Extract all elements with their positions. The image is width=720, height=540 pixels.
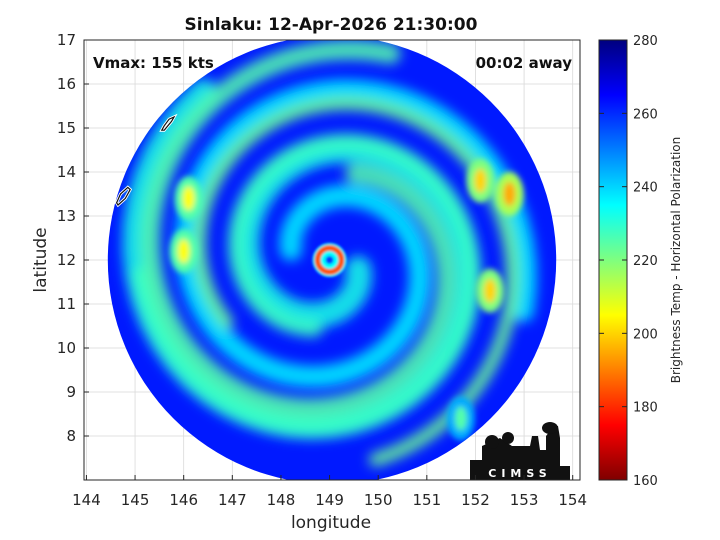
logo-dish-left	[485, 435, 499, 449]
logo-water-tower	[542, 422, 558, 434]
colorbar-label: Brightness Temp - Horizontal Polarizatio…	[669, 137, 683, 384]
eye	[325, 256, 334, 264]
y-tick-label: 17	[57, 31, 76, 49]
colorbar-tick-label: 260	[633, 107, 658, 122]
x-axis-ticks: 144 145 146 147 148 149 150 151 152 153 154	[72, 475, 587, 509]
chart-title: Sinlaku: 12-Apr-2026 21:30:00	[185, 15, 478, 35]
colorbar-tick-label: 180	[633, 401, 658, 416]
convective-cell-core	[454, 406, 467, 431]
x-tick-label: 154	[558, 491, 587, 509]
cimss-logo: CIMSS	[470, 422, 570, 480]
plot-area: CIMSS Vmax: 155 kts 00:02 away	[83, 39, 581, 481]
x-tick-label: 153	[510, 491, 539, 509]
convective-cell-core	[474, 168, 487, 193]
logo-text: CIMSS	[488, 467, 551, 480]
logo-band	[470, 466, 570, 480]
colorbar-ticks: 160 180 200 220 240 260 280	[599, 34, 658, 489]
spiral-band	[175, 79, 537, 388]
vmax-annotation: Vmax: 155 kts	[93, 54, 214, 72]
y-tick-label: 8	[66, 427, 76, 445]
y-tick-label: 12	[57, 251, 76, 269]
colorbar-tick-label: 220	[633, 254, 658, 269]
y-tick-label: 14	[57, 163, 76, 181]
brightness-temperature-swath	[107, 40, 557, 480]
island-outline	[115, 186, 131, 206]
convective-cell-core	[177, 239, 190, 264]
spiral-band	[131, 133, 481, 437]
convective-cell-core	[503, 182, 516, 206]
y-tick-label: 16	[57, 75, 76, 93]
y-tick-label: 15	[57, 119, 76, 137]
x-tick-label: 152	[461, 491, 490, 509]
y-axis-label: latitude	[31, 227, 51, 292]
convective-cell-group	[169, 158, 524, 441]
swath-content	[107, 40, 557, 480]
x-tick-label: 144	[72, 491, 101, 509]
x-tick-label: 149	[315, 491, 344, 509]
x-tick-label: 145	[121, 491, 150, 509]
colorbar: 160 180 200 220 240 260 280 Brightness Temp - …	[598, 34, 683, 489]
x-axis-label: longitude	[291, 513, 371, 533]
time-away-annotation: 00:02 away	[476, 54, 573, 72]
y-tick-label: 13	[57, 207, 76, 225]
colorbar-tick-label: 200	[633, 327, 658, 342]
colorbar-tick-label: 160	[633, 474, 658, 489]
y-tick-label: 11	[57, 295, 76, 313]
logo-dish-right	[502, 432, 514, 444]
y-axis-ticks: 8 9 10 11 12 13 14 15 16 17	[57, 31, 89, 445]
eyewall-group	[312, 243, 347, 277]
spiral-band	[192, 96, 520, 467]
island-outlines	[114, 113, 178, 208]
y-tick-label: 10	[57, 339, 76, 357]
y-tick-label: 9	[66, 383, 76, 401]
x-tick-label: 150	[364, 491, 393, 509]
spiral-band-group	[122, 40, 537, 467]
colorbar-tick-label: 240	[633, 181, 658, 196]
convective-cell-core	[182, 186, 195, 211]
convective-cell-core	[484, 278, 497, 303]
x-tick-label: 148	[267, 491, 296, 509]
x-tick-label: 146	[169, 491, 198, 509]
colorbar-tick-label: 280	[633, 34, 658, 49]
island-outline	[160, 115, 176, 131]
x-tick-label: 147	[218, 491, 247, 509]
x-tick-label: 151	[413, 491, 442, 509]
spiral-band	[140, 40, 457, 419]
eyewall-ring	[314, 245, 345, 275]
